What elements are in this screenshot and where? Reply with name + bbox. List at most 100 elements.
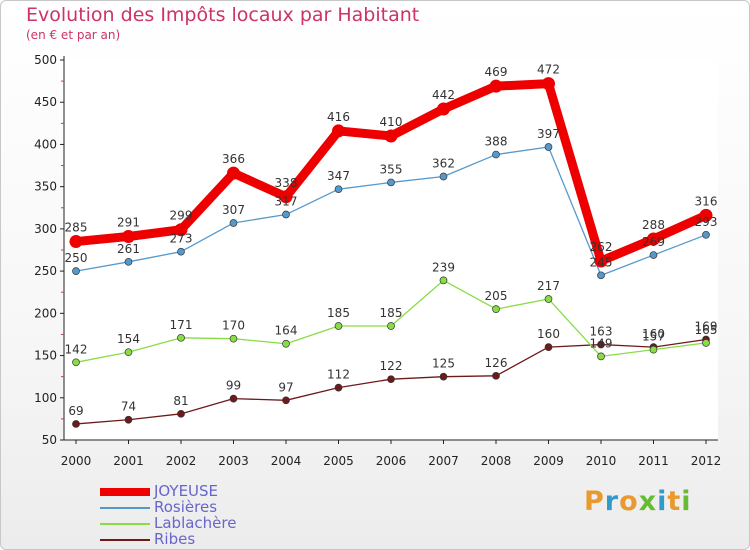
data-label: 262 (590, 240, 613, 254)
legend-label-ribes: Ribes (154, 530, 196, 548)
legend-swatch-joyeuse (100, 488, 150, 496)
data-label: 154 (117, 332, 140, 346)
y-tick-label: 250 (34, 264, 57, 278)
data-point (387, 375, 395, 384)
data-label: 285 (65, 221, 88, 235)
data-point (544, 295, 553, 303)
data-label: 288 (642, 218, 665, 232)
logo-letter: o (619, 486, 639, 517)
legend-item-joyeuse: JOYEUSE (100, 482, 300, 500)
data-label: 355 (380, 162, 403, 176)
data-label: 307 (222, 203, 245, 217)
data-point (384, 129, 398, 143)
legend-swatch-lablachere (100, 523, 150, 525)
data-point (597, 271, 605, 280)
legend-label-joyeuse: JOYEUSE (154, 482, 219, 500)
data-point (597, 352, 605, 361)
data-point (439, 172, 448, 181)
x-tick-label: 2008 (481, 454, 512, 468)
data-label: 442 (432, 88, 455, 102)
data-label: 347 (327, 169, 350, 183)
data-label: 316 (695, 194, 718, 208)
x-tick-label: 2006 (376, 454, 407, 468)
chart-title: Evolution des Impôts locaux par Habitant (26, 4, 420, 26)
data-label: 163 (590, 325, 613, 339)
data-label: 269 (642, 235, 665, 249)
data-label: 317 (275, 195, 298, 209)
data-point (492, 305, 500, 313)
data-point (647, 232, 660, 246)
data-label: 185 (380, 306, 403, 320)
data-label: 99 (226, 379, 241, 393)
x-tick-label: 2005 (323, 454, 354, 468)
data-point (702, 230, 710, 239)
data-point (122, 229, 135, 243)
proxiti-logo: Proxiti (584, 486, 692, 517)
data-point (542, 77, 555, 91)
data-point (124, 348, 133, 357)
data-point (334, 185, 343, 194)
y-tick-label: 350 (34, 180, 57, 194)
data-label: 293 (695, 215, 718, 229)
data-point (649, 345, 658, 354)
data-point (492, 371, 500, 380)
chart-subtitle: (en € et par an) (26, 28, 121, 42)
y-tick-label: 150 (34, 349, 57, 363)
data-point (227, 166, 240, 180)
data-point (282, 339, 290, 348)
data-point (72, 420, 80, 428)
data-label: 299 (170, 209, 193, 223)
legend-swatch-ribes (100, 539, 150, 541)
data-point (174, 223, 188, 237)
data-point (702, 339, 710, 347)
data-label: 122 (380, 359, 403, 373)
data-point (387, 322, 395, 330)
data-label: 239 (432, 260, 455, 274)
data-point (282, 396, 290, 405)
data-point (439, 372, 448, 381)
data-point (229, 219, 238, 227)
x-tick-label: 2001 (113, 454, 144, 468)
x-tick-label: 2003 (218, 454, 249, 468)
data-point (69, 235, 83, 249)
y-tick-label: 100 (34, 391, 57, 405)
data-label: 416 (327, 110, 350, 124)
y-tick-label: 200 (34, 306, 57, 320)
data-point (332, 124, 345, 138)
y-tick-label: 400 (34, 137, 57, 151)
y-tick-label: 450 (34, 95, 57, 109)
y-tick-label: 300 (34, 222, 57, 236)
data-label: 160 (537, 327, 560, 341)
data-point (72, 358, 80, 367)
data-point (72, 267, 80, 275)
data-label: 81 (173, 394, 188, 408)
data-point (177, 333, 185, 342)
data-label: 366 (222, 152, 245, 166)
data-label: 217 (537, 279, 560, 293)
x-tick-label: 2000 (61, 454, 92, 468)
data-label: 169 (695, 320, 718, 334)
x-tick-label: 2011 (638, 454, 669, 468)
data-point (492, 150, 500, 159)
legend-label-rosieres: Rosières (154, 498, 218, 516)
data-label: 388 (485, 135, 508, 149)
data-label: 112 (327, 368, 350, 382)
logo-letter: P (584, 486, 605, 517)
data-label: 69 (68, 404, 83, 418)
legend-item-ribes: Ribes (100, 530, 300, 548)
data-point (699, 208, 713, 222)
data-label: 157 (642, 330, 665, 344)
data-label: 410 (380, 115, 403, 129)
data-point (387, 178, 395, 187)
data-label: 170 (222, 319, 245, 333)
data-label: 142 (65, 342, 88, 356)
data-point (649, 251, 658, 259)
x-tick-label: 2004 (271, 454, 302, 468)
data-label: 469 (485, 65, 508, 79)
data-label: 362 (432, 157, 455, 171)
logo-letter: r (604, 486, 620, 517)
data-point (282, 210, 290, 219)
x-tick-label: 2009 (533, 454, 564, 468)
data-point (124, 257, 133, 266)
